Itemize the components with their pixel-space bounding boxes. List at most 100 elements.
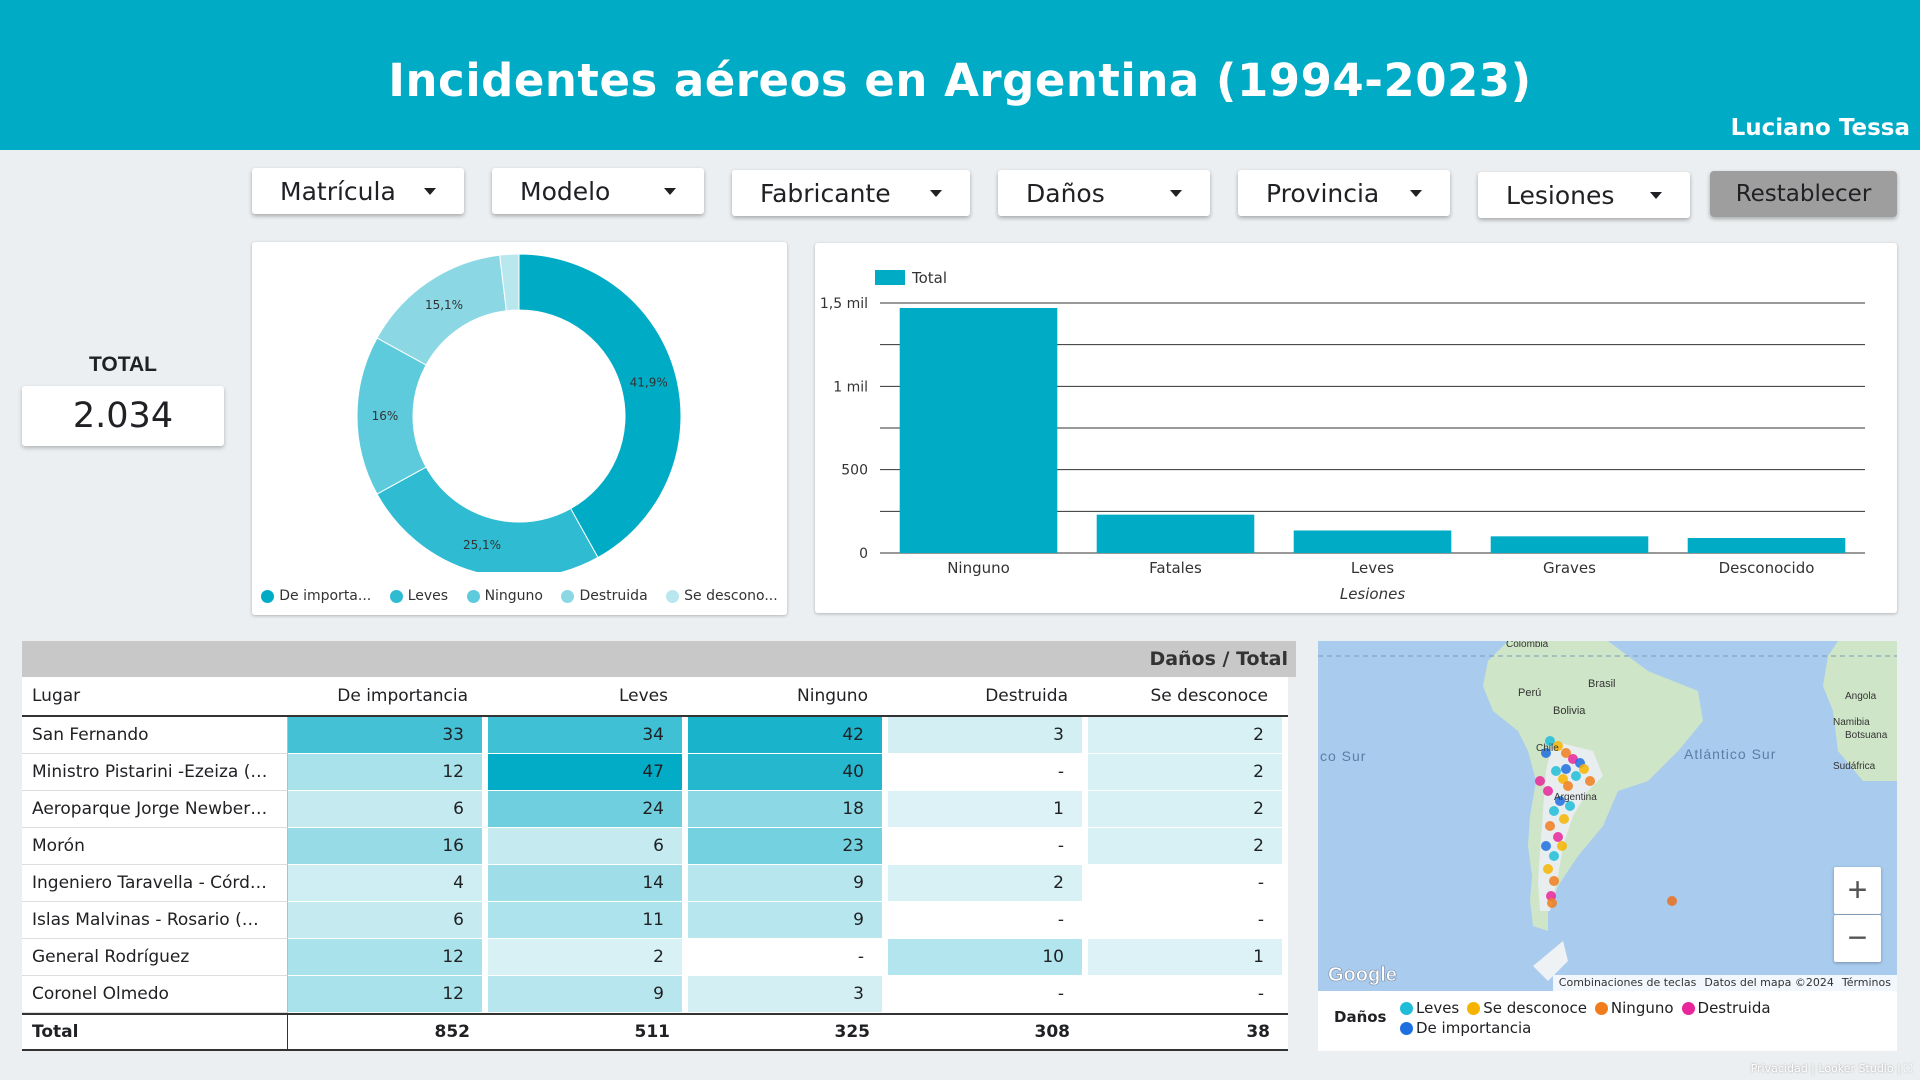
incident-marker[interactable] [1565, 801, 1575, 811]
bar[interactable] [1293, 530, 1452, 554]
value-cell: 9 [688, 865, 888, 902]
value-cell: 6 [488, 828, 688, 865]
terms-link[interactable]: Términos [1841, 976, 1891, 989]
table-row[interactable]: San Fernando 33 34 42 3 2 [22, 717, 1288, 754]
column-header[interactable]: Leves [488, 677, 688, 717]
table-row[interactable]: Morón 16 6 23-2 [22, 828, 1288, 865]
incident-marker[interactable] [1549, 876, 1559, 886]
filter-matricula[interactable]: Matrícula [252, 168, 464, 214]
incident-marker[interactable] [1558, 774, 1568, 784]
donut-slice[interactable] [499, 253, 520, 312]
incident-marker[interactable] [1559, 814, 1569, 824]
reset-button[interactable]: Restablecer [1710, 171, 1897, 217]
table-row[interactable]: Aeroparque Jorge Newbery... 6 24 18 1 2 [22, 791, 1288, 828]
bar[interactable] [1687, 538, 1846, 553]
value-cell: 12 [288, 754, 488, 791]
value-cell: 47 [488, 754, 688, 791]
table-row[interactable]: Ministro Pistarini -Ezeiza (S... 12 47 40-2 [22, 754, 1288, 791]
place-cell: General Rodríguez [22, 939, 288, 976]
legend-dot [466, 589, 480, 603]
filter-modelo[interactable]: Modelo [492, 168, 704, 214]
map-label-peru: Perú [1518, 687, 1541, 699]
incident-marker[interactable] [1547, 898, 1557, 908]
incident-marker[interactable] [1561, 764, 1571, 774]
map-legend-item[interactable]: Destruida [1681, 999, 1771, 1017]
incident-marker[interactable] [1549, 806, 1559, 816]
map-data-credit: Datos del mapa ©2024 [1704, 976, 1834, 989]
incident-marker[interactable] [1545, 736, 1555, 746]
legend-item[interactable]: Destruida [561, 588, 648, 604]
column-header[interactable]: Destruida [888, 677, 1088, 717]
donut-legend: De importa... Leves Ninguno Destruida Se des… [252, 588, 787, 604]
bar[interactable] [1490, 536, 1649, 553]
legend-item[interactable]: Ninguno [466, 588, 543, 604]
donut-slice[interactable] [376, 466, 599, 572]
value-cell: 2 [1088, 754, 1288, 791]
incident-marker[interactable] [1553, 832, 1563, 842]
incident-marker[interactable] [1545, 821, 1555, 831]
filter-fabricante[interactable]: Fabricante [732, 170, 970, 216]
y-tick-label: 1,5 mil [820, 296, 868, 312]
pivot-table-grid: Lugar De importancia Leves Ninguno Destruida… [22, 677, 1288, 1051]
privacy-link[interactable]: Privacidad [1750, 1062, 1808, 1075]
column-header[interactable]: Ninguno [688, 677, 888, 717]
map-legend-item[interactable]: De importancia [1400, 1019, 1531, 1037]
incident-marker[interactable] [1549, 851, 1559, 861]
table-row[interactable]: Ingeniero Taravella - Córdo... 4 14 9 2- [22, 865, 1288, 902]
incident-marker[interactable] [1561, 748, 1571, 758]
zoom-in-button[interactable]: + [1834, 867, 1881, 914]
column-header[interactable]: De importancia [288, 677, 488, 717]
legend-item[interactable]: Leves [389, 588, 448, 604]
place-cell: Aeroparque Jorge Newbery... [22, 791, 288, 828]
table-row[interactable]: General Rodríguez 12 2-10 1 [22, 939, 1288, 976]
value-cell: 23 [688, 828, 888, 865]
incident-marker[interactable] [1585, 776, 1595, 786]
zoom-out-button[interactable]: − [1834, 915, 1881, 962]
incident-marker[interactable] [1571, 771, 1581, 781]
total-label-cell: Total [22, 1013, 288, 1051]
incident-marker[interactable] [1563, 781, 1573, 791]
map-label-colombia: Colombia [1506, 641, 1549, 650]
filter-danos[interactable]: Daños [998, 170, 1210, 216]
legend-item[interactable]: De importa... [261, 588, 371, 604]
legend-dot [261, 589, 275, 603]
table-row[interactable]: Coronel Olmedo 12 9 3- - [22, 976, 1288, 1013]
column-header-lugar[interactable]: Lugar [22, 677, 288, 717]
bar[interactable] [899, 308, 1058, 553]
caret-down-icon [664, 187, 676, 195]
map-legend-item[interactable]: Se desconoce [1467, 999, 1587, 1017]
incident-marker[interactable] [1541, 748, 1551, 758]
value-cell: 6 [288, 902, 488, 939]
incident-marker[interactable] [1541, 841, 1551, 851]
looker-studio-link[interactable]: Looker Studio [1818, 1062, 1894, 1075]
value-cell: 2 [488, 939, 688, 976]
map-legend-item[interactable]: Leves [1400, 999, 1459, 1017]
place-cell: San Fernando [22, 717, 288, 754]
bar[interactable] [1096, 514, 1255, 553]
map-view[interactable]: Colombia Brasil Perú Bolivia Chile Argen… [1318, 641, 1897, 991]
keyboard-shortcuts-link[interactable]: Combinaciones de teclas [1558, 976, 1697, 989]
map-legend-items: Leves Se desconoce Ninguno Destruida De impo… [1400, 999, 1880, 1037]
incident-marker[interactable] [1579, 764, 1589, 774]
incident-marker[interactable] [1535, 776, 1545, 786]
incident-marker[interactable] [1543, 786, 1553, 796]
filter-label: Lesiones [1506, 180, 1615, 210]
donut-slice[interactable] [518, 253, 682, 559]
map-canvas[interactable]: Colombia Brasil Perú Bolivia Chile Argen… [1318, 641, 1897, 991]
incident-marker[interactable] [1557, 841, 1567, 851]
incident-marker[interactable] [1543, 864, 1553, 874]
caret-down-icon [1410, 189, 1422, 197]
incident-marker[interactable] [1555, 796, 1565, 806]
table-row[interactable]: Islas Malvinas - Rosario (SA... 6 11 9- - [22, 902, 1288, 939]
legend-item[interactable]: Se descono... [666, 588, 778, 604]
incident-markers [1535, 736, 1595, 908]
filter-lesiones[interactable]: Lesiones [1478, 172, 1690, 218]
filter-provincia[interactable]: Provincia [1238, 170, 1450, 216]
column-header[interactable]: Se desconoce [1088, 677, 1288, 717]
caret-down-icon [1170, 189, 1182, 197]
incident-marker[interactable] [1551, 766, 1561, 776]
map-legend-item[interactable]: Ninguno [1594, 999, 1674, 1017]
legend-label: Destruida [1697, 999, 1771, 1017]
incident-marker[interactable] [1553, 741, 1563, 751]
total-scorecard: 2.034 [22, 386, 224, 446]
